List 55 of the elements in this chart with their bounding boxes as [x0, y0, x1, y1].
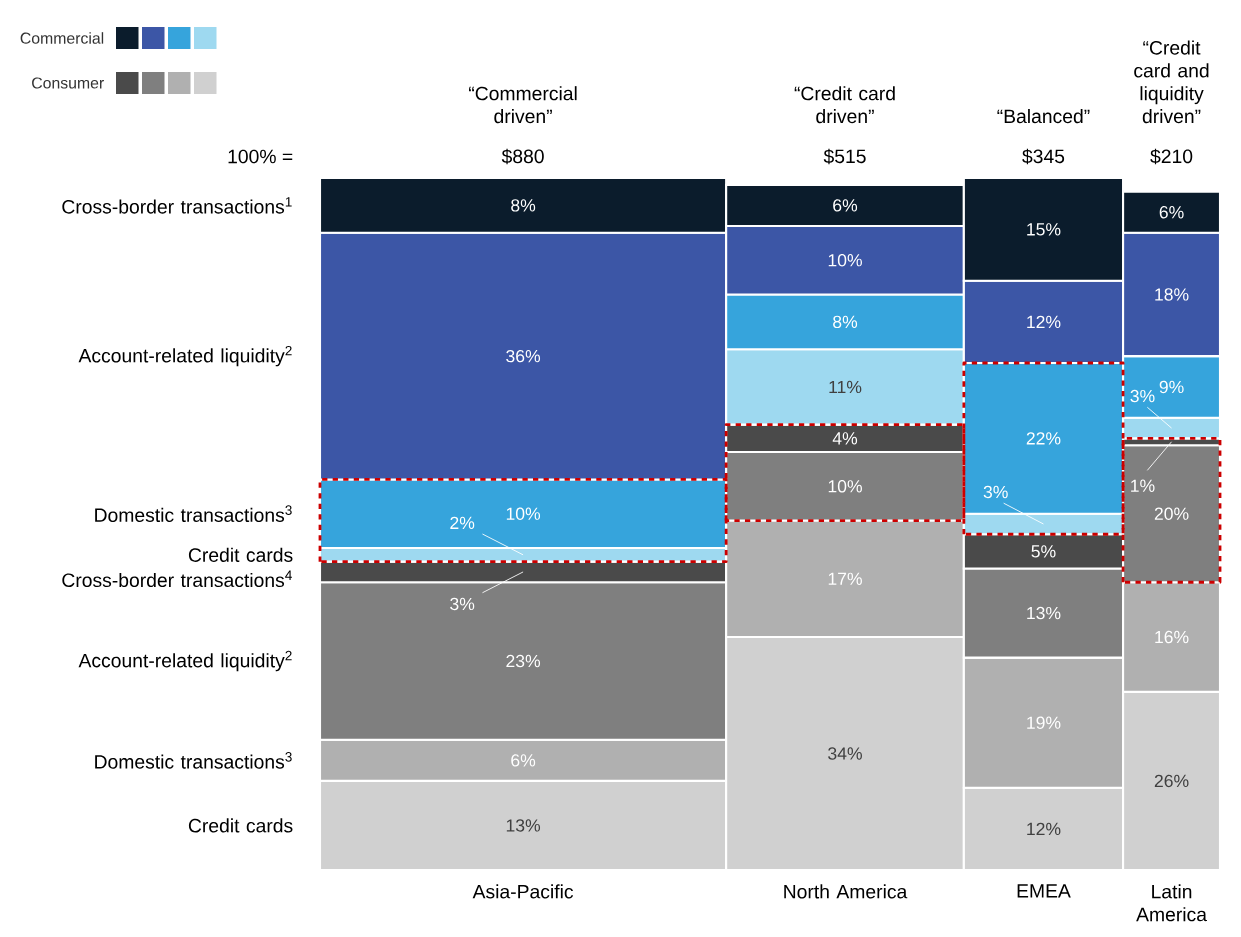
data-label: 6%: [833, 199, 858, 212]
data-label: 20%: [1154, 507, 1189, 520]
series-label: Credit cards: [188, 547, 293, 562]
data-label: 9%: [1159, 380, 1184, 394]
data-label: 6%: [1159, 206, 1184, 219]
text: “Credit card driven”: [794, 86, 895, 124]
x-tick-label: Asia-Pacific: [472, 884, 574, 899]
data-label: 3%: [983, 485, 1008, 499]
series-label: Domestic transactions$^{3}$: [95, 505, 292, 522]
series-label: Cross-border transactions$^{4}$: [62, 570, 292, 588]
series-label: Credit cards: [188, 818, 293, 833]
data-label: 10%: [828, 253, 862, 267]
data-label: 19%: [1027, 716, 1061, 729]
data-label: 17%: [828, 572, 862, 585]
text: $880: [501, 148, 544, 165]
x-tick-label: EMEA: [1017, 884, 1071, 898]
data-label: 18%: [1155, 288, 1189, 301]
data-label: 12%: [1027, 315, 1061, 329]
data-label: 8%: [511, 199, 536, 212]
data-label: 2%: [450, 516, 475, 530]
data-label: 13%: [1027, 606, 1061, 620]
data-label: 6%: [511, 754, 536, 767]
series-label: Account-related liquidity$^{2}$: [78, 650, 292, 672]
data-label: 13%: [506, 819, 541, 832]
data-label: 23%: [506, 654, 541, 668]
data-label: 5%: [1031, 545, 1056, 558]
data-label: 3%: [1130, 389, 1155, 403]
data-label: 11%: [829, 380, 862, 394]
data-label: 26%: [1154, 774, 1189, 788]
data-label: 4%: [832, 432, 858, 445]
text: Commercial: [20, 32, 104, 44]
text: $515: [823, 148, 866, 165]
data-label: 8%: [833, 315, 858, 329]
series-label: Domestic transactions$^{3}$: [95, 752, 292, 769]
data-label: 22%: [1026, 432, 1061, 445]
text: 100% =: [228, 149, 293, 164]
x-tick-label: North America: [784, 884, 908, 899]
data-label: 15%: [1027, 223, 1061, 236]
text: “Commercial driven”: [469, 86, 577, 124]
text: $210: [1150, 148, 1193, 165]
text: $345: [1022, 148, 1065, 165]
data-label: 10%: [506, 507, 541, 520]
series-label: Account-related liquidity$^{2}$: [78, 345, 292, 367]
text: “Balanced”: [997, 109, 1090, 124]
data-label: 1%: [1131, 479, 1155, 492]
series-label: Cross-border transactions$^{1}$: [62, 197, 292, 214]
data-label: 34%: [828, 747, 862, 760]
text: Consumer: [32, 77, 104, 89]
data-label: 36%: [506, 349, 541, 363]
data-label: 3%: [450, 597, 475, 611]
data-label: 12%: [1027, 822, 1061, 836]
data-label: 10%: [828, 480, 862, 493]
data-label: 16%: [1155, 630, 1189, 644]
text: “Credit card and liquidity driven”: [1134, 40, 1209, 124]
x-tick-label: Latin America: [1136, 884, 1207, 922]
